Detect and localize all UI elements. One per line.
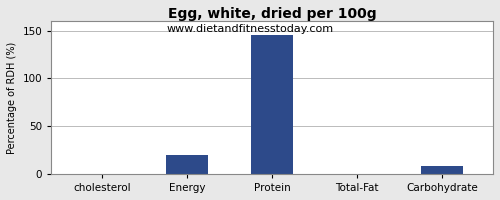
Bar (166, 155, 208, 174)
Bar (421, 166, 464, 174)
Text: www.dietandfitnesstoday.com: www.dietandfitnesstoday.com (166, 24, 334, 34)
Y-axis label: Percentage of RDH (%): Percentage of RDH (%) (7, 41, 17, 154)
Title: Egg, white, dried per 100g: Egg, white, dried per 100g (168, 7, 376, 21)
Bar (251, 35, 294, 174)
